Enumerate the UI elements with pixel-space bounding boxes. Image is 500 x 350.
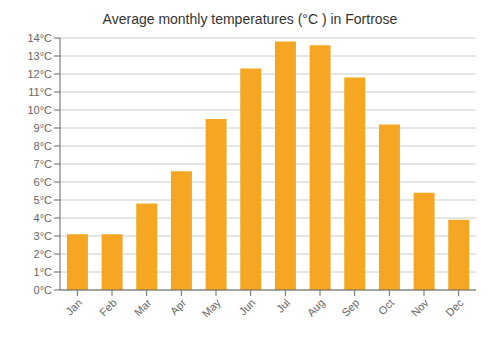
svg-text:Feb: Feb [97,296,119,318]
svg-text:5°C: 5°C [34,194,53,206]
svg-text:1°C: 1°C [34,266,53,278]
svg-text:Sep: Sep [339,296,361,318]
svg-text:Mar: Mar [132,296,154,318]
svg-text:Aug: Aug [305,296,327,318]
svg-text:Apr: Apr [168,296,189,317]
svg-text:7°C: 7°C [34,158,53,170]
svg-text:May: May [200,296,224,320]
svg-text:Jan: Jan [63,296,84,317]
svg-text:2°C: 2°C [34,248,53,260]
svg-text:4°C: 4°C [34,212,53,224]
html-text:Average monthly temperatures (: Average monthly temperatures (°C ) in Fo… [102,11,398,27]
svg-text:6°C: 6°C [34,176,53,188]
svg-text:14°C: 14°C [27,32,52,44]
svg-text:Oct: Oct [376,296,397,317]
svg-text:Nov: Nov [409,296,432,319]
svg-text:Jun: Jun [237,296,258,317]
svg-text:10°C: 10°C [27,104,52,116]
svg-text:Dec: Dec [443,296,466,319]
svg-text:3°C: 3°C [34,230,53,242]
svg-text:Jul: Jul [274,296,292,314]
svg-text:9°C: 9°C [34,122,53,134]
svg-text:13°C: 13°C [27,50,52,62]
svg-text:8°C: 8°C [34,140,53,152]
svg-text:11°C: 11°C [28,86,52,98]
svg-text:0°C: 0°C [34,284,53,296]
svg-text:12°C: 12°C [27,68,52,80]
